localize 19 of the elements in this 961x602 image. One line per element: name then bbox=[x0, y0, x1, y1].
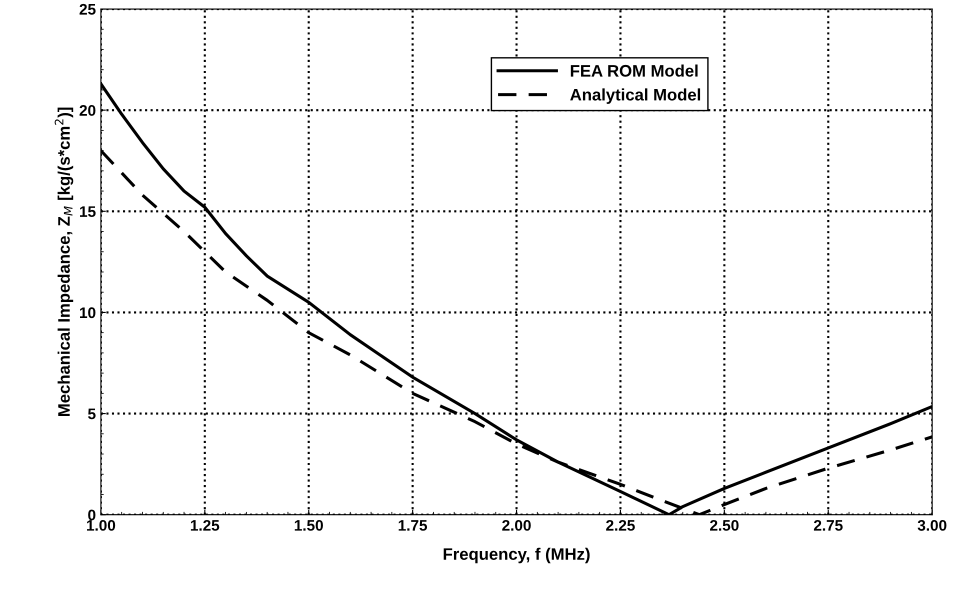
x-tick-label: 1.25 bbox=[190, 520, 220, 531]
x-tick-label: 1.75 bbox=[398, 520, 428, 531]
y-tick-label: 20 bbox=[80, 105, 96, 116]
x-tick-label: 2.50 bbox=[710, 520, 739, 531]
y-axis-title: Mechanical Impedance, Z$_{M}$ [kg/(s*cm$^{2}$)] bbox=[54, 108, 74, 416]
x-tick-label: 2.25 bbox=[606, 520, 635, 531]
y-tick-label: 10 bbox=[80, 307, 96, 318]
y-tick-label: 15 bbox=[80, 206, 96, 217]
x-tick-label: 1.00 bbox=[87, 520, 116, 531]
y-tick-label: 5 bbox=[88, 408, 96, 420]
x-tick-label: 3.00 bbox=[918, 520, 946, 531]
x-axis-title: Frequency, f (MHz) bbox=[444, 548, 590, 564]
legend-label: Analytical Model bbox=[570, 88, 700, 104]
x-tick-label: 2.00 bbox=[502, 520, 531, 531]
x-tick-label: 2.75 bbox=[814, 520, 843, 531]
y-tick-label: 25 bbox=[80, 4, 96, 15]
legend-label: FEA ROM Model bbox=[570, 64, 698, 77]
y-tick-label: 0 bbox=[88, 510, 96, 520]
x-tick-label: 1.50 bbox=[294, 520, 323, 531]
